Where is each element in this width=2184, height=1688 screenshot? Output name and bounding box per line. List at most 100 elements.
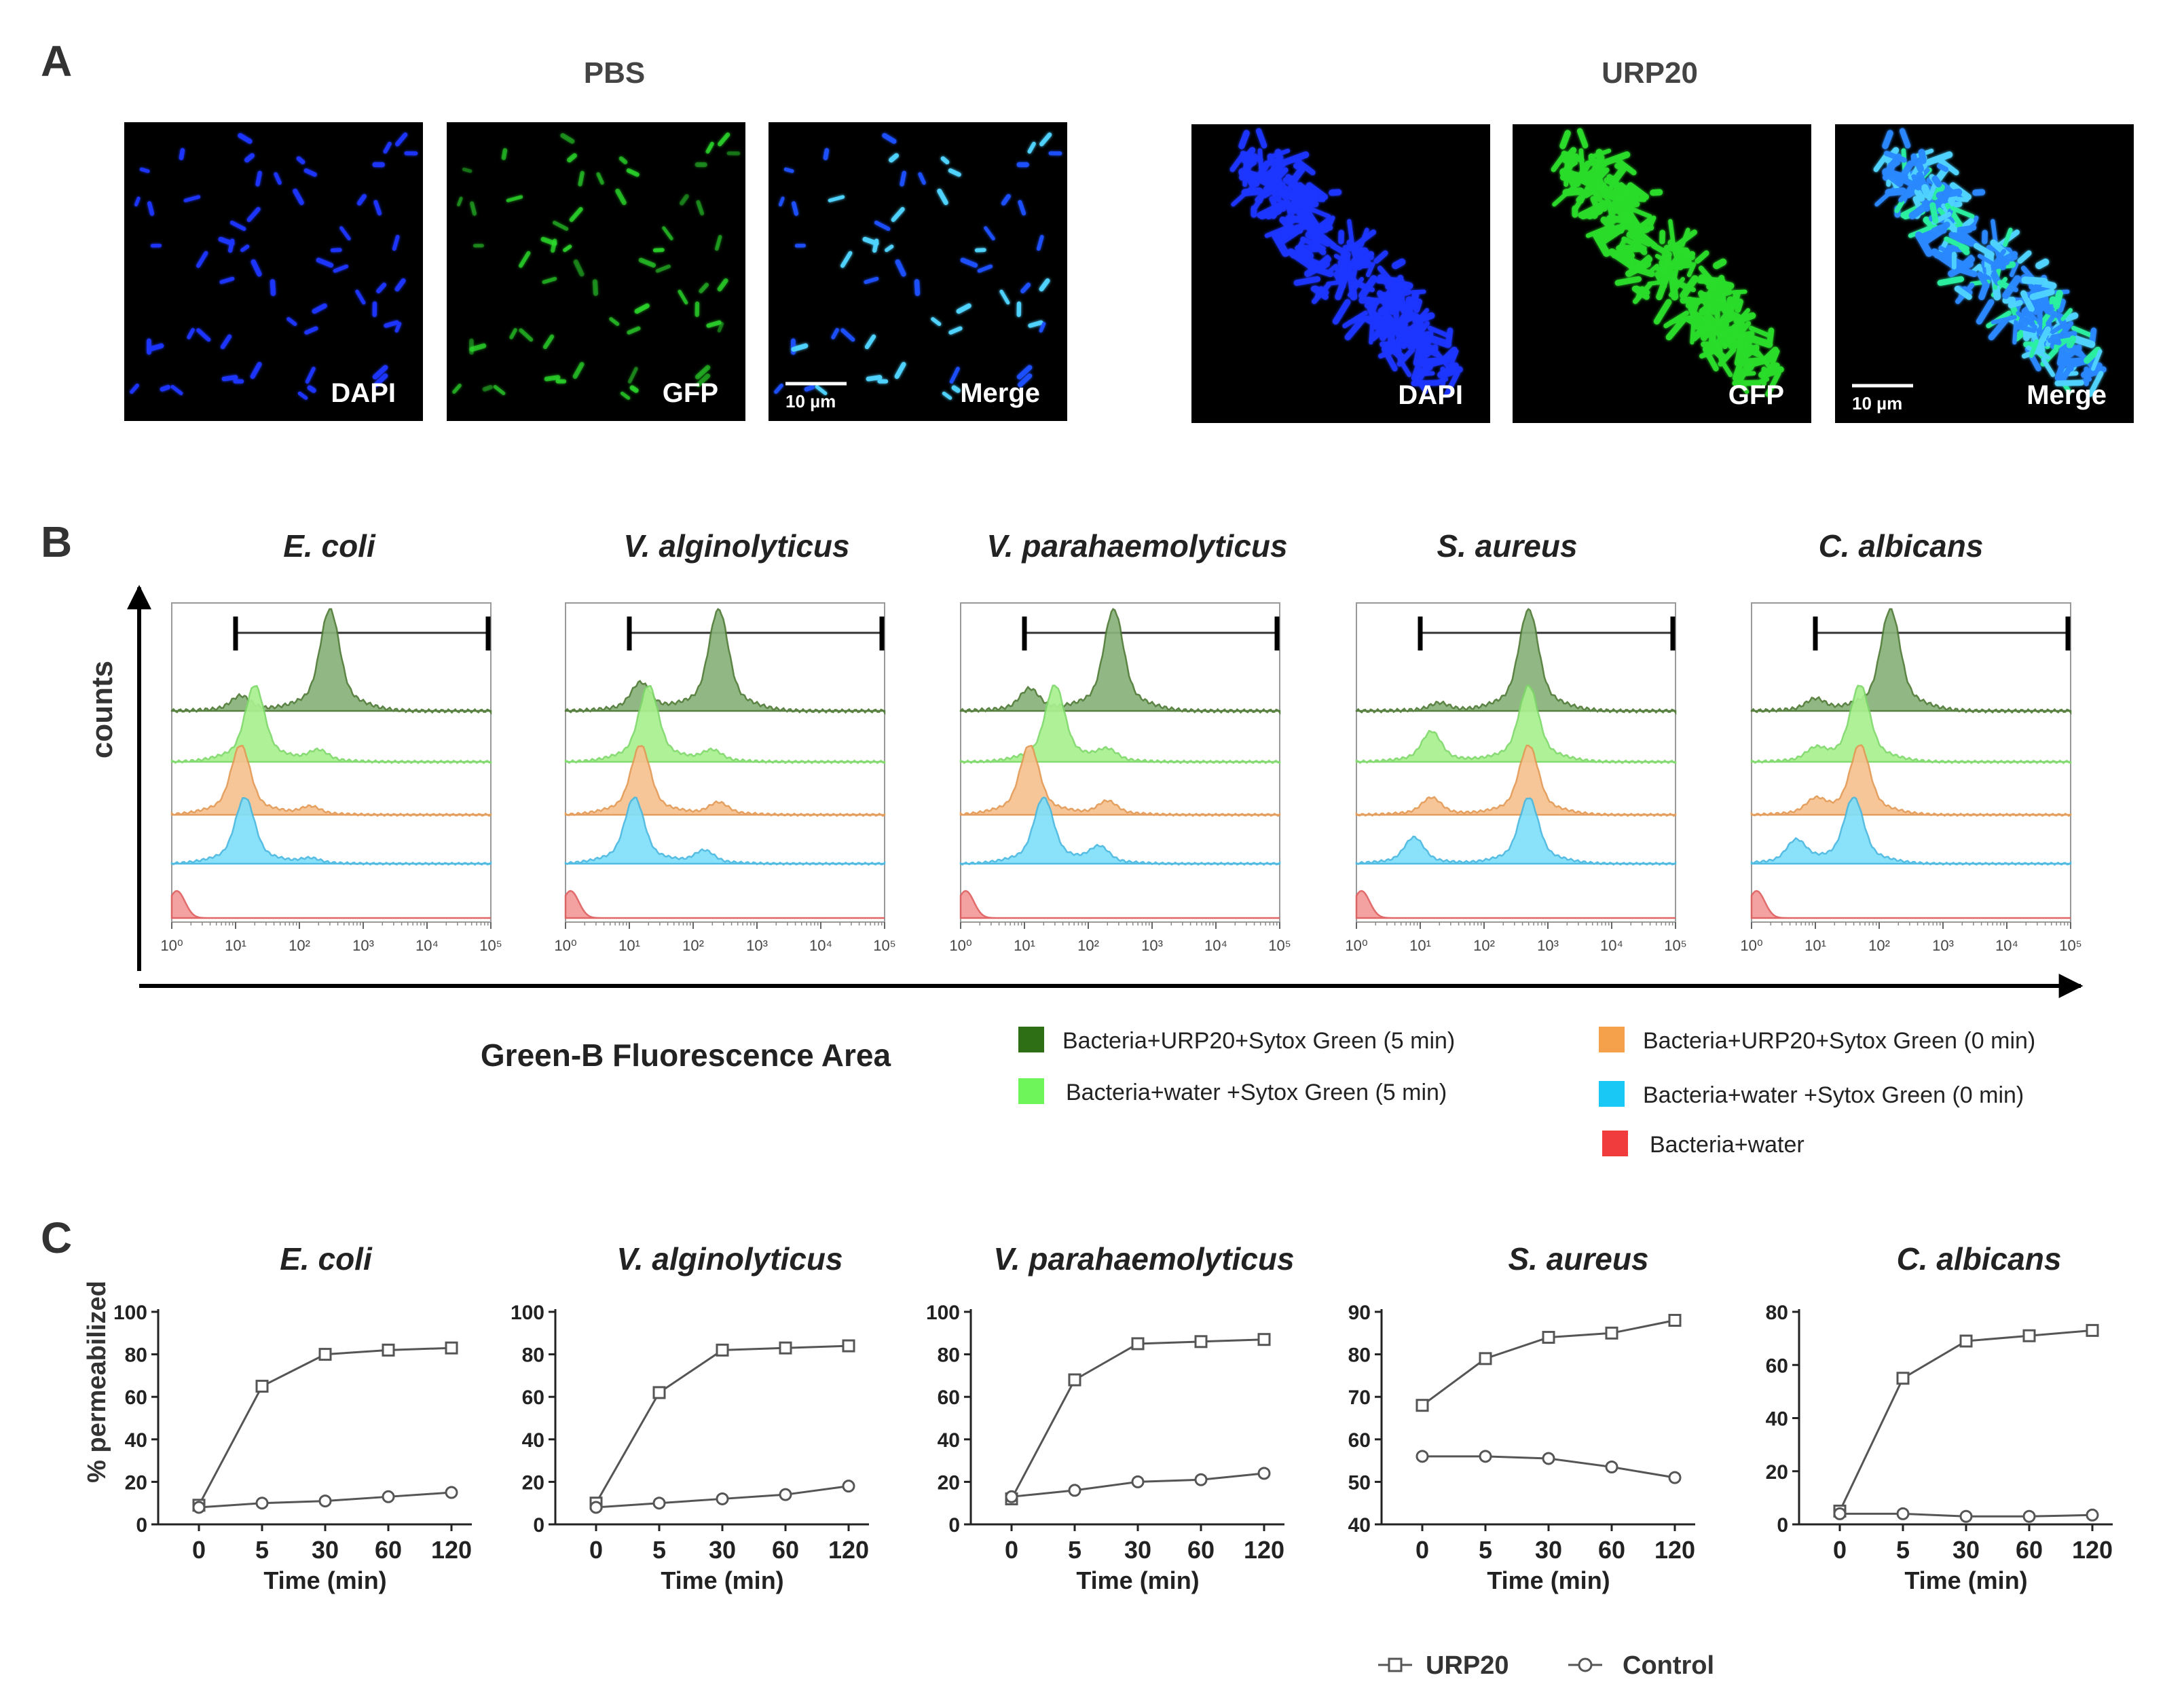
bacterium-cell bbox=[1769, 349, 1780, 371]
bacterium-cell bbox=[1317, 217, 1331, 230]
series-line-urp20 bbox=[1010, 1338, 1265, 1500]
panel-c-letter: C bbox=[41, 1213, 72, 1262]
bacterium-cell bbox=[1995, 251, 2018, 266]
legend-swatch-0 bbox=[1018, 1027, 1044, 1052]
bacterium-cell bbox=[1027, 141, 1036, 154]
bacterium-cell bbox=[891, 206, 905, 222]
tick-label: 10⁰ bbox=[554, 937, 576, 954]
bacterium-cell bbox=[2054, 337, 2070, 350]
bacterium-cell bbox=[1650, 189, 1663, 196]
bacterium-cell bbox=[147, 343, 164, 352]
bacterium-cell bbox=[355, 289, 366, 305]
line-chart-title: V. parahaemolyticus bbox=[993, 1241, 1294, 1277]
bacterium-cell bbox=[1270, 188, 1282, 202]
x-tick-label: 120 bbox=[431, 1536, 472, 1564]
bacterium-cell bbox=[1631, 285, 1650, 300]
bacterium-cell bbox=[1422, 335, 1433, 348]
bacterium-cell bbox=[270, 279, 276, 296]
tick-label: 10¹ bbox=[1804, 937, 1826, 954]
bacterium-cell bbox=[1990, 239, 2012, 259]
bacterium-cell bbox=[1415, 360, 1432, 383]
y-tick-label: 20 bbox=[522, 1471, 544, 1494]
micrograph-pbs-dapi: DAPI bbox=[124, 122, 423, 421]
urp20-point bbox=[445, 1341, 458, 1355]
urp20-point bbox=[1131, 1337, 1145, 1351]
histogram-trace-1 bbox=[170, 684, 492, 765]
legend-label-3: Bacteria+water +Sytox Green (0 min) bbox=[1643, 1082, 2024, 1108]
bacterium-cell bbox=[679, 194, 689, 206]
tick-label: 10⁴ bbox=[415, 937, 439, 954]
tick-label: 10² bbox=[1868, 937, 1890, 954]
bacterium-cell bbox=[2085, 366, 2107, 378]
bacterium-cell bbox=[1329, 242, 1351, 257]
micrograph-background bbox=[124, 122, 423, 421]
bacterium-cell bbox=[376, 282, 387, 293]
tick-label: 10⁴ bbox=[1204, 937, 1227, 954]
bacterium-cell bbox=[1591, 188, 1603, 202]
bacterium-cell bbox=[889, 153, 899, 163]
x-tick-label: 0 bbox=[589, 1536, 603, 1564]
bacterium-cell bbox=[1908, 225, 1933, 238]
histogram-trace-1 bbox=[959, 684, 1281, 765]
urp20-point bbox=[1479, 1352, 1492, 1365]
bacterium-cell bbox=[482, 384, 493, 392]
tick-label: 10¹ bbox=[1014, 937, 1035, 954]
bacterium-cell bbox=[1359, 227, 1369, 247]
bacterium-cell bbox=[1937, 276, 1965, 286]
x-tick-label: 60 bbox=[2016, 1536, 2043, 1564]
bacterium-cell bbox=[1562, 187, 1585, 196]
bacterium-cell bbox=[1447, 349, 1459, 371]
bacterium-cell bbox=[1621, 236, 1647, 251]
bacterium-cell bbox=[696, 373, 711, 388]
bacterium-cell bbox=[678, 289, 688, 305]
bacterium-cell bbox=[1372, 311, 1394, 329]
x-axis-label-time: Time (min) bbox=[661, 1566, 783, 1594]
bacterium-cell bbox=[383, 141, 392, 154]
bacterium-cell bbox=[1329, 189, 1342, 196]
bacterium-cell bbox=[1393, 326, 1408, 348]
x-tick-label: 5 bbox=[1896, 1536, 1910, 1564]
y-tick-label: 40 bbox=[522, 1429, 544, 1452]
bacterium-cell bbox=[187, 328, 195, 340]
group-title-urp20: URP20 bbox=[1602, 56, 1698, 90]
bacterium-cell bbox=[960, 257, 978, 268]
bacterium-cell bbox=[1614, 276, 1642, 286]
y-axis-label-counts: counts bbox=[86, 661, 119, 758]
bacterium-cell bbox=[1367, 306, 1377, 321]
bacterium-cell bbox=[1885, 187, 1907, 196]
bacterium-cell bbox=[1016, 365, 1033, 380]
bacterium-cell bbox=[572, 362, 585, 379]
series-line-urp20 bbox=[1838, 1329, 2093, 1512]
channel-label-gfp: GFP bbox=[663, 378, 718, 408]
bacterium-cell bbox=[1292, 188, 1319, 199]
bacterium-cell bbox=[1936, 221, 1950, 233]
bacterium-cell bbox=[1961, 217, 1974, 230]
y-tick-label: 80 bbox=[522, 1344, 544, 1367]
bacterium-cell bbox=[1950, 206, 1975, 219]
cell-group bbox=[1873, 128, 2107, 397]
x-tick-label: 5 bbox=[1479, 1536, 1492, 1564]
bacterium-cell bbox=[1358, 275, 1377, 299]
bacterium-cell bbox=[1625, 260, 1652, 277]
bacterium-cell bbox=[662, 226, 673, 240]
bacterium-cell bbox=[1667, 239, 1690, 259]
bacterium-cell bbox=[1257, 177, 1278, 191]
bacterium-cell bbox=[1332, 299, 1351, 325]
bacterium-cell bbox=[1723, 314, 1733, 326]
tick-label: 10⁵ bbox=[2059, 937, 2082, 954]
bacterium-cell bbox=[999, 289, 1010, 305]
bacterium-cell bbox=[1914, 158, 1925, 172]
bacterium-cell bbox=[1576, 128, 1589, 149]
bacterium-cell bbox=[1373, 250, 1388, 264]
x-tick-label: 60 bbox=[1598, 1536, 1625, 1564]
y-tick-label: 0 bbox=[136, 1514, 147, 1537]
control-point bbox=[192, 1501, 206, 1514]
bacterium-cell bbox=[394, 278, 406, 292]
bacterium-cell bbox=[1265, 199, 1291, 220]
bacterium-cell bbox=[1001, 194, 1011, 206]
urp20-point bbox=[1415, 1399, 1429, 1412]
bacterium-cell bbox=[1873, 151, 1890, 172]
urp20-point bbox=[842, 1339, 855, 1353]
bacterium-cell bbox=[1293, 157, 1316, 176]
bacterium-cell bbox=[183, 195, 201, 202]
